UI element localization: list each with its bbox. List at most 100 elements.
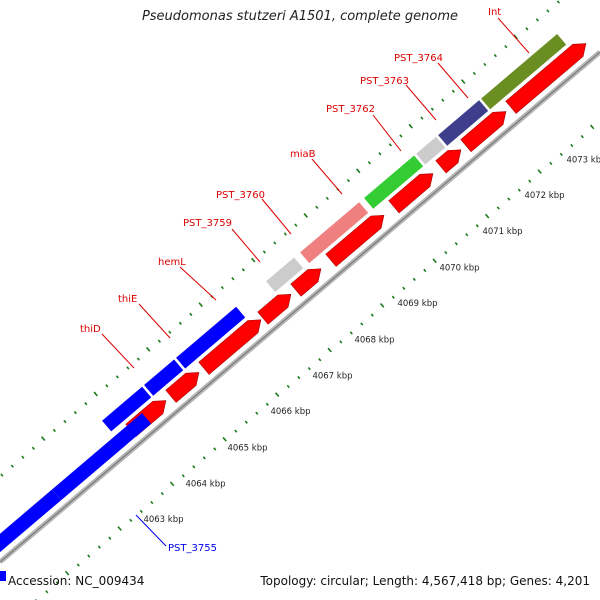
cds-arrow — [435, 149, 462, 174]
outer-tick — [178, 321, 182, 326]
cds-arrow — [388, 173, 434, 214]
inner-tick — [108, 536, 112, 540]
inner-tick — [87, 554, 91, 558]
gene-label-thie: thiE — [118, 294, 137, 305]
outer-tick — [93, 391, 98, 397]
leader-line-pst3755 — [135, 514, 167, 547]
inner-tick — [286, 384, 290, 389]
outer-tick — [84, 402, 88, 406]
inner-tick — [507, 197, 511, 201]
edge-marker — [0, 571, 6, 581]
outer-tick — [157, 339, 161, 343]
axis-tick-label: 4071 kbp — [482, 227, 522, 237]
outer-tick — [241, 268, 245, 272]
inner-tick — [517, 188, 521, 192]
inner-tick — [129, 518, 133, 523]
inner-tick — [589, 124, 595, 130]
inner-tick — [484, 213, 490, 219]
outer-tick — [73, 410, 77, 415]
outer-tick — [472, 71, 476, 76]
inner-tick — [537, 169, 542, 174]
inner-tick — [379, 302, 385, 308]
outer-tick — [52, 428, 56, 433]
axis-tick-labels: 4063 kbp 4064 kbp 4065 kbp 4066 kbp 4067 kbp… — [143, 156, 600, 526]
outer-tick — [136, 357, 140, 361]
gene-label-pst3760: PST_3760 — [216, 190, 265, 201]
inner-tick — [202, 456, 206, 460]
inner-tick — [349, 331, 353, 335]
outer-tick — [355, 168, 361, 174]
gene-block-thid — [102, 386, 152, 432]
outer-tick — [546, 9, 550, 13]
outer-tick — [21, 455, 25, 459]
inner-tick — [160, 491, 164, 496]
inner-tick — [234, 429, 238, 433]
inner-tick — [222, 436, 227, 442]
inner-tick — [55, 581, 59, 585]
inner-tick — [402, 286, 406, 290]
inner-tick — [181, 474, 185, 478]
outer-tick — [504, 45, 508, 49]
inner-tick — [192, 465, 196, 469]
gene-blocks — [0, 34, 567, 553]
accession-text: Accession: NC_009434 — [8, 574, 145, 588]
inner-tick — [412, 277, 416, 282]
outer-tick — [273, 241, 277, 245]
outer-tick — [220, 285, 224, 290]
inner-tick — [549, 161, 553, 166]
cds-arrow — [505, 43, 587, 114]
outer-tick — [0, 473, 4, 477]
inner-tick — [97, 545, 101, 549]
axis-tick-label: 4066 kbp — [270, 407, 310, 417]
outer-tick — [10, 464, 14, 468]
leader-line-pst3763 — [405, 84, 437, 121]
inner-tick — [360, 322, 364, 326]
outer-tick — [168, 330, 172, 334]
outer-tick — [525, 27, 529, 31]
outer-tick — [303, 213, 308, 218]
axis-tick-label: 4069 kbp — [397, 299, 437, 309]
inner-tick — [265, 402, 269, 406]
tick-marks-inner — [34, 124, 595, 600]
inner-tick — [327, 347, 332, 353]
outer-tick — [198, 302, 203, 308]
inner-tick — [244, 420, 248, 424]
gene-block-miab — [300, 202, 369, 264]
outer-tick — [250, 257, 256, 263]
outer-tick — [460, 79, 466, 85]
outer-tick — [231, 277, 235, 281]
gene-label-pst3759: PST_3759 — [183, 218, 232, 229]
axis-tick-label: 4065 kbp — [227, 444, 267, 454]
gene-label-miab: miaB — [290, 149, 316, 160]
outer-tick — [399, 134, 403, 138]
inner-tick — [45, 590, 49, 594]
gene-block-thie — [144, 359, 184, 396]
outer-tick — [294, 223, 298, 227]
inner-tick — [370, 313, 374, 317]
inner-tick — [307, 366, 311, 371]
outer-tick — [483, 62, 487, 67]
inner-tick — [465, 233, 469, 237]
outer-tick — [262, 250, 266, 254]
outer-tick — [513, 34, 518, 40]
cds-arrow — [460, 111, 507, 153]
gene-label-heml: hemL — [158, 257, 186, 268]
outer-tick — [145, 346, 151, 352]
outer-tick — [441, 98, 445, 102]
axis-tick-label: 4072 kbp — [524, 191, 564, 201]
backbone — [0, 50, 600, 564]
inner-tick — [580, 134, 584, 139]
inner-tick — [444, 250, 448, 255]
inner-tick — [318, 358, 322, 362]
gene-block-heml — [176, 306, 246, 369]
cds-arrows — [125, 43, 587, 437]
outer-tick — [408, 123, 413, 129]
inner-tick — [528, 179, 532, 183]
gene-block-pst3762 — [364, 155, 424, 209]
outer-tick — [451, 89, 455, 93]
outer-tick — [367, 161, 371, 165]
outer-tick — [283, 232, 287, 236]
tick-marks-outer — [0, 0, 560, 477]
inner-tick — [570, 143, 574, 148]
leader-line-pst3759 — [231, 228, 261, 263]
